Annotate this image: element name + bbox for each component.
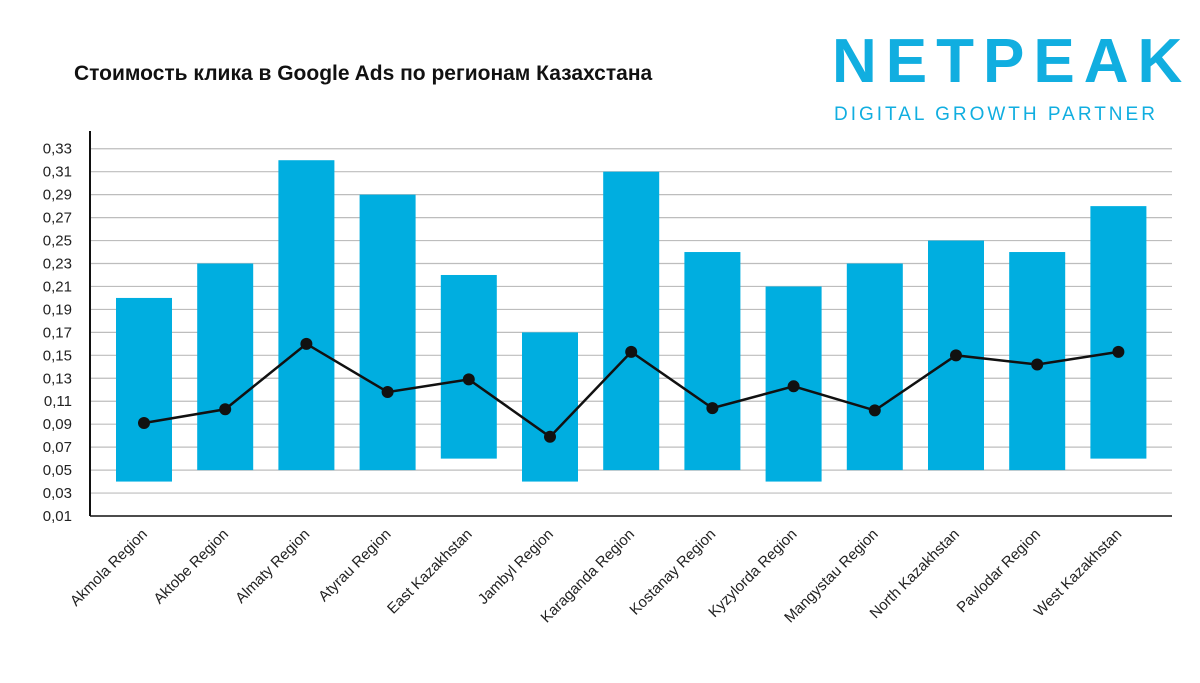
cpc-line-point bbox=[1031, 358, 1044, 371]
cpc-line bbox=[138, 337, 1125, 443]
cpc-line-point bbox=[625, 345, 638, 358]
y-tick-label: 0,33 bbox=[43, 141, 72, 158]
cpc-line-point bbox=[462, 373, 475, 386]
cpc-line-point bbox=[300, 337, 313, 350]
y-tick-label: 0,05 bbox=[43, 462, 72, 479]
y-tick-label: 0,27 bbox=[43, 210, 72, 227]
x-category-label: Pavlodar Region bbox=[954, 526, 1044, 616]
y-tick-label: 0,07 bbox=[43, 439, 72, 456]
y-tick-label: 0,23 bbox=[43, 256, 72, 273]
range-bar bbox=[846, 263, 903, 471]
y-tick-label: 0,03 bbox=[43, 485, 72, 502]
y-tick-label: 0,11 bbox=[44, 393, 72, 410]
netpeak-logo: NETPEAK DIGITAL GROWTH PARTNER bbox=[832, 30, 1182, 130]
y-tick-label: 0,09 bbox=[43, 416, 72, 433]
cpc-line-point bbox=[544, 430, 556, 443]
y-tick-label: 0,25 bbox=[43, 233, 72, 250]
y-tick-label: 0,31 bbox=[43, 164, 72, 181]
y-tick-label: 0,15 bbox=[43, 347, 72, 364]
cpc-line-point bbox=[706, 402, 719, 415]
x-category-label: East Kazakhstan bbox=[384, 526, 476, 618]
range-bar bbox=[197, 263, 254, 471]
y-tick-label: 0,01 bbox=[43, 508, 72, 525]
range-bar bbox=[116, 297, 172, 482]
x-category-label: Kostanay Region bbox=[626, 526, 719, 619]
range-bar bbox=[359, 194, 416, 471]
page-title: Стоимость клика в Google Ads по регионам… bbox=[74, 62, 653, 85]
logo-tagline: DIGITAL GROWTH PARTNER bbox=[834, 104, 1158, 125]
range-bar bbox=[1090, 206, 1147, 459]
y-tick-label: 0,19 bbox=[43, 301, 72, 318]
x-category-label: Atyrau Region bbox=[315, 526, 394, 605]
cpc-line-point bbox=[219, 403, 232, 416]
cpc-line-point bbox=[138, 417, 150, 430]
range-bar bbox=[440, 274, 497, 459]
x-category-label: Akmola Region bbox=[67, 526, 151, 610]
bars bbox=[116, 160, 1147, 482]
cpc-line-point bbox=[1112, 345, 1125, 358]
logo-wordmark: NETPEAK bbox=[832, 27, 1192, 96]
cpc-line-point bbox=[950, 349, 962, 362]
cpc-line-point bbox=[868, 404, 881, 417]
axes bbox=[89, 131, 1172, 517]
x-category-label: Almaty Region bbox=[232, 526, 313, 607]
x-category-label: Kyzylorda Region bbox=[705, 526, 800, 621]
cpc-line-point bbox=[381, 386, 394, 399]
x-category-label: North Kazakhstan bbox=[866, 526, 962, 622]
cpc-line-point bbox=[787, 380, 800, 393]
y-tick-label: 0,13 bbox=[43, 370, 72, 387]
y-tick-label: 0,17 bbox=[43, 324, 72, 341]
range-bar bbox=[684, 252, 741, 471]
range-bar bbox=[278, 160, 335, 471]
x-category-label: Jambyl Region bbox=[475, 526, 557, 608]
y-tick-label: 0,21 bbox=[43, 278, 72, 295]
y-tick-label: 0,29 bbox=[43, 187, 72, 204]
x-category-label: West Kazakhstan bbox=[1031, 526, 1125, 620]
x-category-label: Aktobe Region bbox=[150, 526, 232, 608]
range-bar bbox=[603, 171, 660, 471]
range-bar bbox=[522, 332, 578, 482]
